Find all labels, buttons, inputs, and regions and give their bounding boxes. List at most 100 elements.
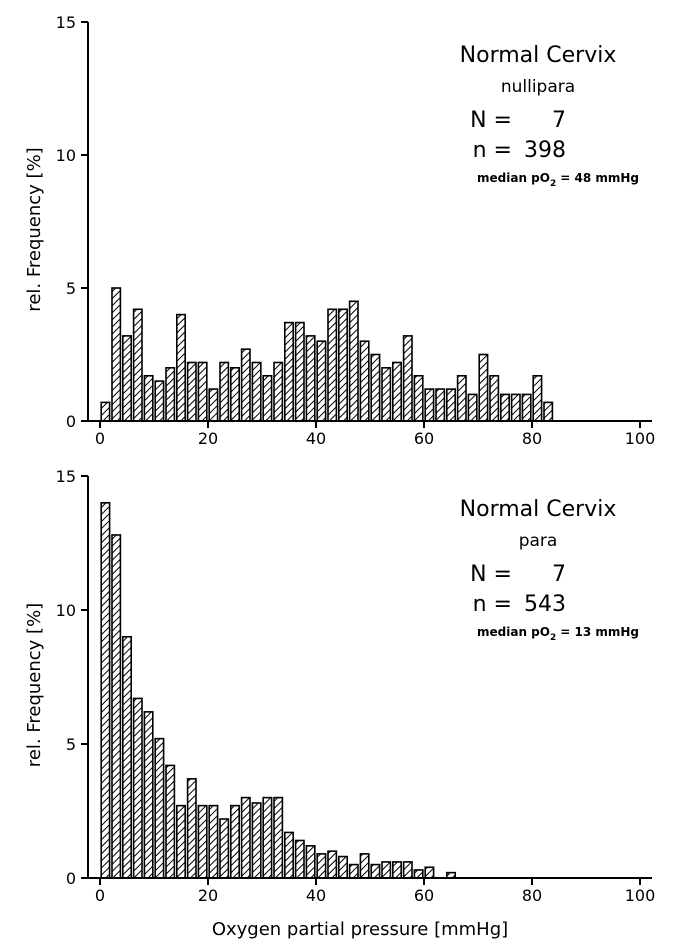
y-tick-label: 5 [66,279,76,298]
bar [111,534,122,879]
x-tick-label: 80 [522,886,542,905]
bar [348,300,359,422]
bar [543,401,554,422]
y-axis-title: rel. Frequency [%] [24,147,45,311]
bar [219,361,230,422]
bar [402,335,413,422]
bar [100,501,111,879]
median-line: median pO2 = 48 mmHg [477,171,639,189]
annotation-title: Normal Cervix [460,43,617,68]
x-tick-label: 20 [198,429,218,448]
bar [262,796,273,879]
bar [132,308,143,422]
bar [467,393,478,422]
bar [132,697,143,879]
y-tick-label: 0 [66,869,76,888]
n-label: n = [473,592,512,617]
median-line: median pO2 = 13 mmHg [477,625,639,643]
bar [165,764,176,879]
bar [111,287,122,422]
bar [208,388,219,422]
bar [165,366,176,422]
bar [316,340,327,422]
bar [370,863,381,879]
bar [413,374,424,422]
bar [521,393,532,422]
bar [348,863,359,879]
bar [251,361,262,422]
annotation-block: Normal Cervix para N = 7 n = 543 median pO2 = 1… [460,497,639,643]
bar [532,374,543,422]
bar [186,778,197,879]
n-label: n = [473,138,512,163]
chart-panel-1: 0 5 10 15 0 20 40 60 80 100 rel. Frequency [%] Norm… [24,13,655,448]
bars [100,287,554,422]
N-value: 7 [552,108,566,133]
n-value: 543 [524,592,566,617]
x-tick-label: 60 [414,886,434,905]
annotation-title: Normal Cervix [460,497,617,522]
bar [370,353,381,422]
bar [489,374,500,422]
bar [413,869,424,879]
bar [510,393,521,422]
bar [402,861,413,879]
bar [240,796,251,879]
bar [197,361,208,422]
bar [176,313,187,422]
x-tick-label: 80 [522,429,542,448]
bar [337,308,348,422]
bar [143,374,154,422]
bar [499,393,510,422]
bar [208,804,219,879]
bar [100,401,111,422]
bar [230,366,241,422]
bar [478,353,489,422]
y-tick-label: 15 [56,13,76,32]
bar [294,839,305,879]
N-label: N = [470,108,512,133]
x-tick-label: 60 [414,429,434,448]
y-tick-label: 0 [66,412,76,431]
bar [283,831,294,879]
bar [240,348,251,422]
bar [305,335,316,422]
x-tick-label: 0 [95,429,105,448]
y-tick-label: 15 [56,467,76,486]
bar [283,321,294,422]
N-value: 7 [552,562,566,587]
bar [143,711,154,879]
bar [219,818,230,879]
bar [122,635,133,879]
bar [316,853,327,879]
bar [294,321,305,422]
bar [359,340,370,422]
x-tick-label: 40 [306,886,326,905]
x-axis-title: Oxygen partial pressure [mmHg] [212,919,508,940]
y-axis-title: rel. Frequency [%] [24,603,45,767]
n-value: 398 [524,138,566,163]
bar [186,361,197,422]
bar [424,388,435,422]
bar [359,853,370,879]
bar [122,335,133,422]
bar [262,374,273,422]
bar [251,802,262,879]
annotation-subtitle: nullipara [501,77,575,97]
annotation-subtitle: para [519,531,558,551]
y-tick-label: 10 [56,601,76,620]
bar [445,388,456,422]
y-tick-label: 10 [56,146,76,165]
bar [424,866,435,879]
bar [273,796,284,879]
bar [391,361,402,422]
N-label: N = [470,562,512,587]
bar [230,804,241,879]
bar [435,388,446,422]
x-tick-label: 20 [198,886,218,905]
annotation-block: Normal Cervix nullipara N = 7 n = 398 median p… [460,43,639,189]
bar [456,374,467,422]
bar [327,308,338,422]
